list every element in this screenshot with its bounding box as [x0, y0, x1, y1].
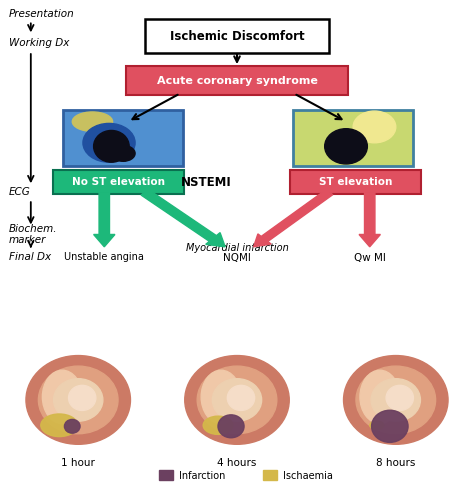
- Text: Qw MI: Qw MI: [354, 253, 386, 263]
- Ellipse shape: [356, 366, 436, 434]
- Ellipse shape: [360, 370, 400, 424]
- FancyBboxPatch shape: [293, 110, 413, 167]
- Text: Infarction: Infarction: [179, 471, 226, 481]
- Ellipse shape: [72, 112, 113, 131]
- Text: Ischaemia: Ischaemia: [283, 471, 333, 481]
- Ellipse shape: [371, 379, 420, 421]
- Text: ECG: ECG: [9, 187, 30, 197]
- Text: Myocardial infarction: Myocardial infarction: [186, 243, 288, 253]
- Ellipse shape: [203, 416, 233, 434]
- Ellipse shape: [38, 366, 118, 434]
- Text: NQMI: NQMI: [223, 253, 251, 263]
- Ellipse shape: [42, 370, 82, 424]
- Ellipse shape: [353, 111, 396, 143]
- Ellipse shape: [370, 421, 384, 430]
- Bar: [159, 470, 173, 480]
- FancyArrow shape: [94, 192, 115, 247]
- Text: 8 hours: 8 hours: [376, 458, 416, 468]
- Ellipse shape: [111, 145, 135, 161]
- Text: Final Dx: Final Dx: [9, 252, 51, 262]
- FancyBboxPatch shape: [53, 170, 184, 194]
- Ellipse shape: [94, 130, 129, 162]
- Text: Unstable angina: Unstable angina: [64, 252, 144, 262]
- Ellipse shape: [201, 370, 241, 424]
- Ellipse shape: [26, 355, 130, 444]
- Ellipse shape: [83, 123, 135, 162]
- Text: Ischemic Discomfort: Ischemic Discomfort: [170, 29, 304, 43]
- FancyArrow shape: [254, 190, 333, 247]
- Ellipse shape: [218, 415, 244, 438]
- Text: NSTEMI: NSTEMI: [181, 176, 232, 189]
- Ellipse shape: [228, 385, 255, 411]
- Ellipse shape: [69, 385, 96, 411]
- Text: 4 hours: 4 hours: [217, 458, 257, 468]
- Text: Acute coronary syndrome: Acute coronary syndrome: [156, 76, 318, 86]
- FancyArrow shape: [359, 192, 380, 247]
- Text: 1 hour: 1 hour: [61, 458, 95, 468]
- Ellipse shape: [64, 419, 80, 433]
- FancyBboxPatch shape: [126, 66, 348, 95]
- Ellipse shape: [54, 379, 103, 421]
- FancyBboxPatch shape: [290, 170, 421, 194]
- FancyArrow shape: [141, 189, 225, 247]
- Text: Working Dx: Working Dx: [9, 38, 69, 48]
- Ellipse shape: [386, 385, 413, 411]
- Ellipse shape: [197, 366, 277, 434]
- Text: No ST elevation: No ST elevation: [72, 177, 165, 186]
- FancyBboxPatch shape: [145, 19, 329, 53]
- Ellipse shape: [325, 128, 367, 164]
- Text: Presentation: Presentation: [9, 9, 74, 19]
- Ellipse shape: [344, 355, 448, 444]
- Ellipse shape: [212, 379, 262, 421]
- Bar: [263, 470, 277, 480]
- Text: ST elevation: ST elevation: [319, 177, 392, 186]
- Ellipse shape: [41, 414, 78, 437]
- Ellipse shape: [372, 410, 408, 442]
- Ellipse shape: [185, 355, 289, 444]
- Text: Biochem.
marker: Biochem. marker: [9, 224, 57, 245]
- FancyBboxPatch shape: [63, 110, 183, 167]
